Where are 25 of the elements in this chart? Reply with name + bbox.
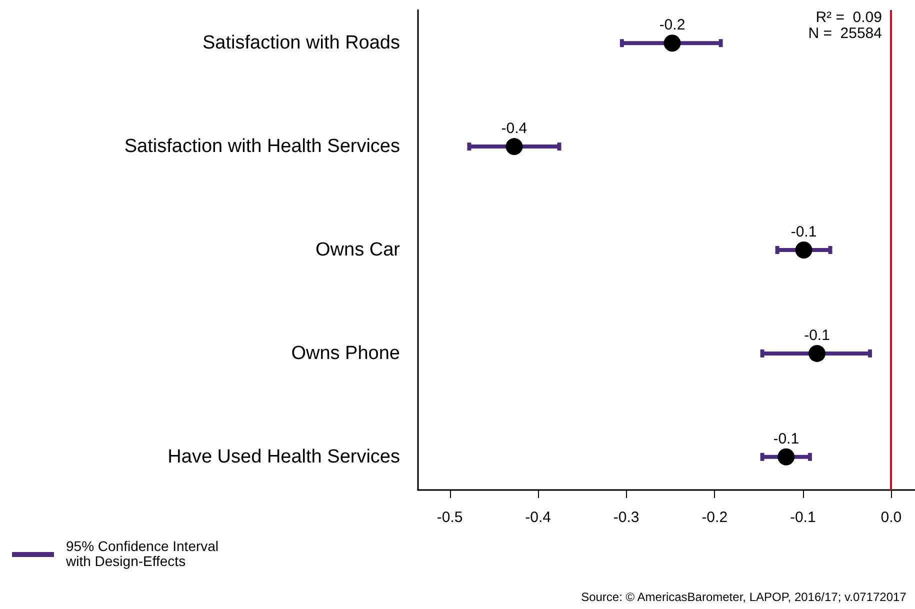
x-tick-label: -0.3 xyxy=(613,509,640,526)
data-label: -0.4 xyxy=(501,120,528,138)
x-tick-label: 0.0 xyxy=(880,509,902,526)
y-tick-label: Owns Car xyxy=(316,240,401,260)
y-tick-label: Satisfaction with Health Services xyxy=(124,136,400,158)
x-tick-label: -0.2 xyxy=(702,509,728,526)
data-label: -0.1 xyxy=(804,326,830,344)
point xyxy=(778,448,795,466)
y-tick-label: Satisfaction with Roads xyxy=(202,32,400,54)
text: 95% Confidence Interval with Design-Effects xyxy=(66,538,220,569)
x-tick-label: -0.1 xyxy=(790,509,816,526)
source-note: Source: © AmericasBarometer, LAPOP, 2016/17; v.07172017 xyxy=(581,590,907,604)
point xyxy=(506,138,523,156)
data-label: -0.1 xyxy=(790,224,817,240)
y-tick-label: Have Used Health Services xyxy=(168,446,400,468)
point xyxy=(664,34,681,52)
annotation: N = 25584 xyxy=(808,25,882,42)
data-label: -0.2 xyxy=(659,16,686,34)
x-tick-label: -0.5 xyxy=(436,509,463,526)
annotation: R² = 0.09 xyxy=(816,9,882,26)
point xyxy=(808,344,826,362)
point xyxy=(795,242,812,258)
y-tick-label: Owns Phone xyxy=(291,342,400,364)
data-label: -0.1 xyxy=(773,430,800,448)
x-tick-label: -0.4 xyxy=(525,509,551,526)
